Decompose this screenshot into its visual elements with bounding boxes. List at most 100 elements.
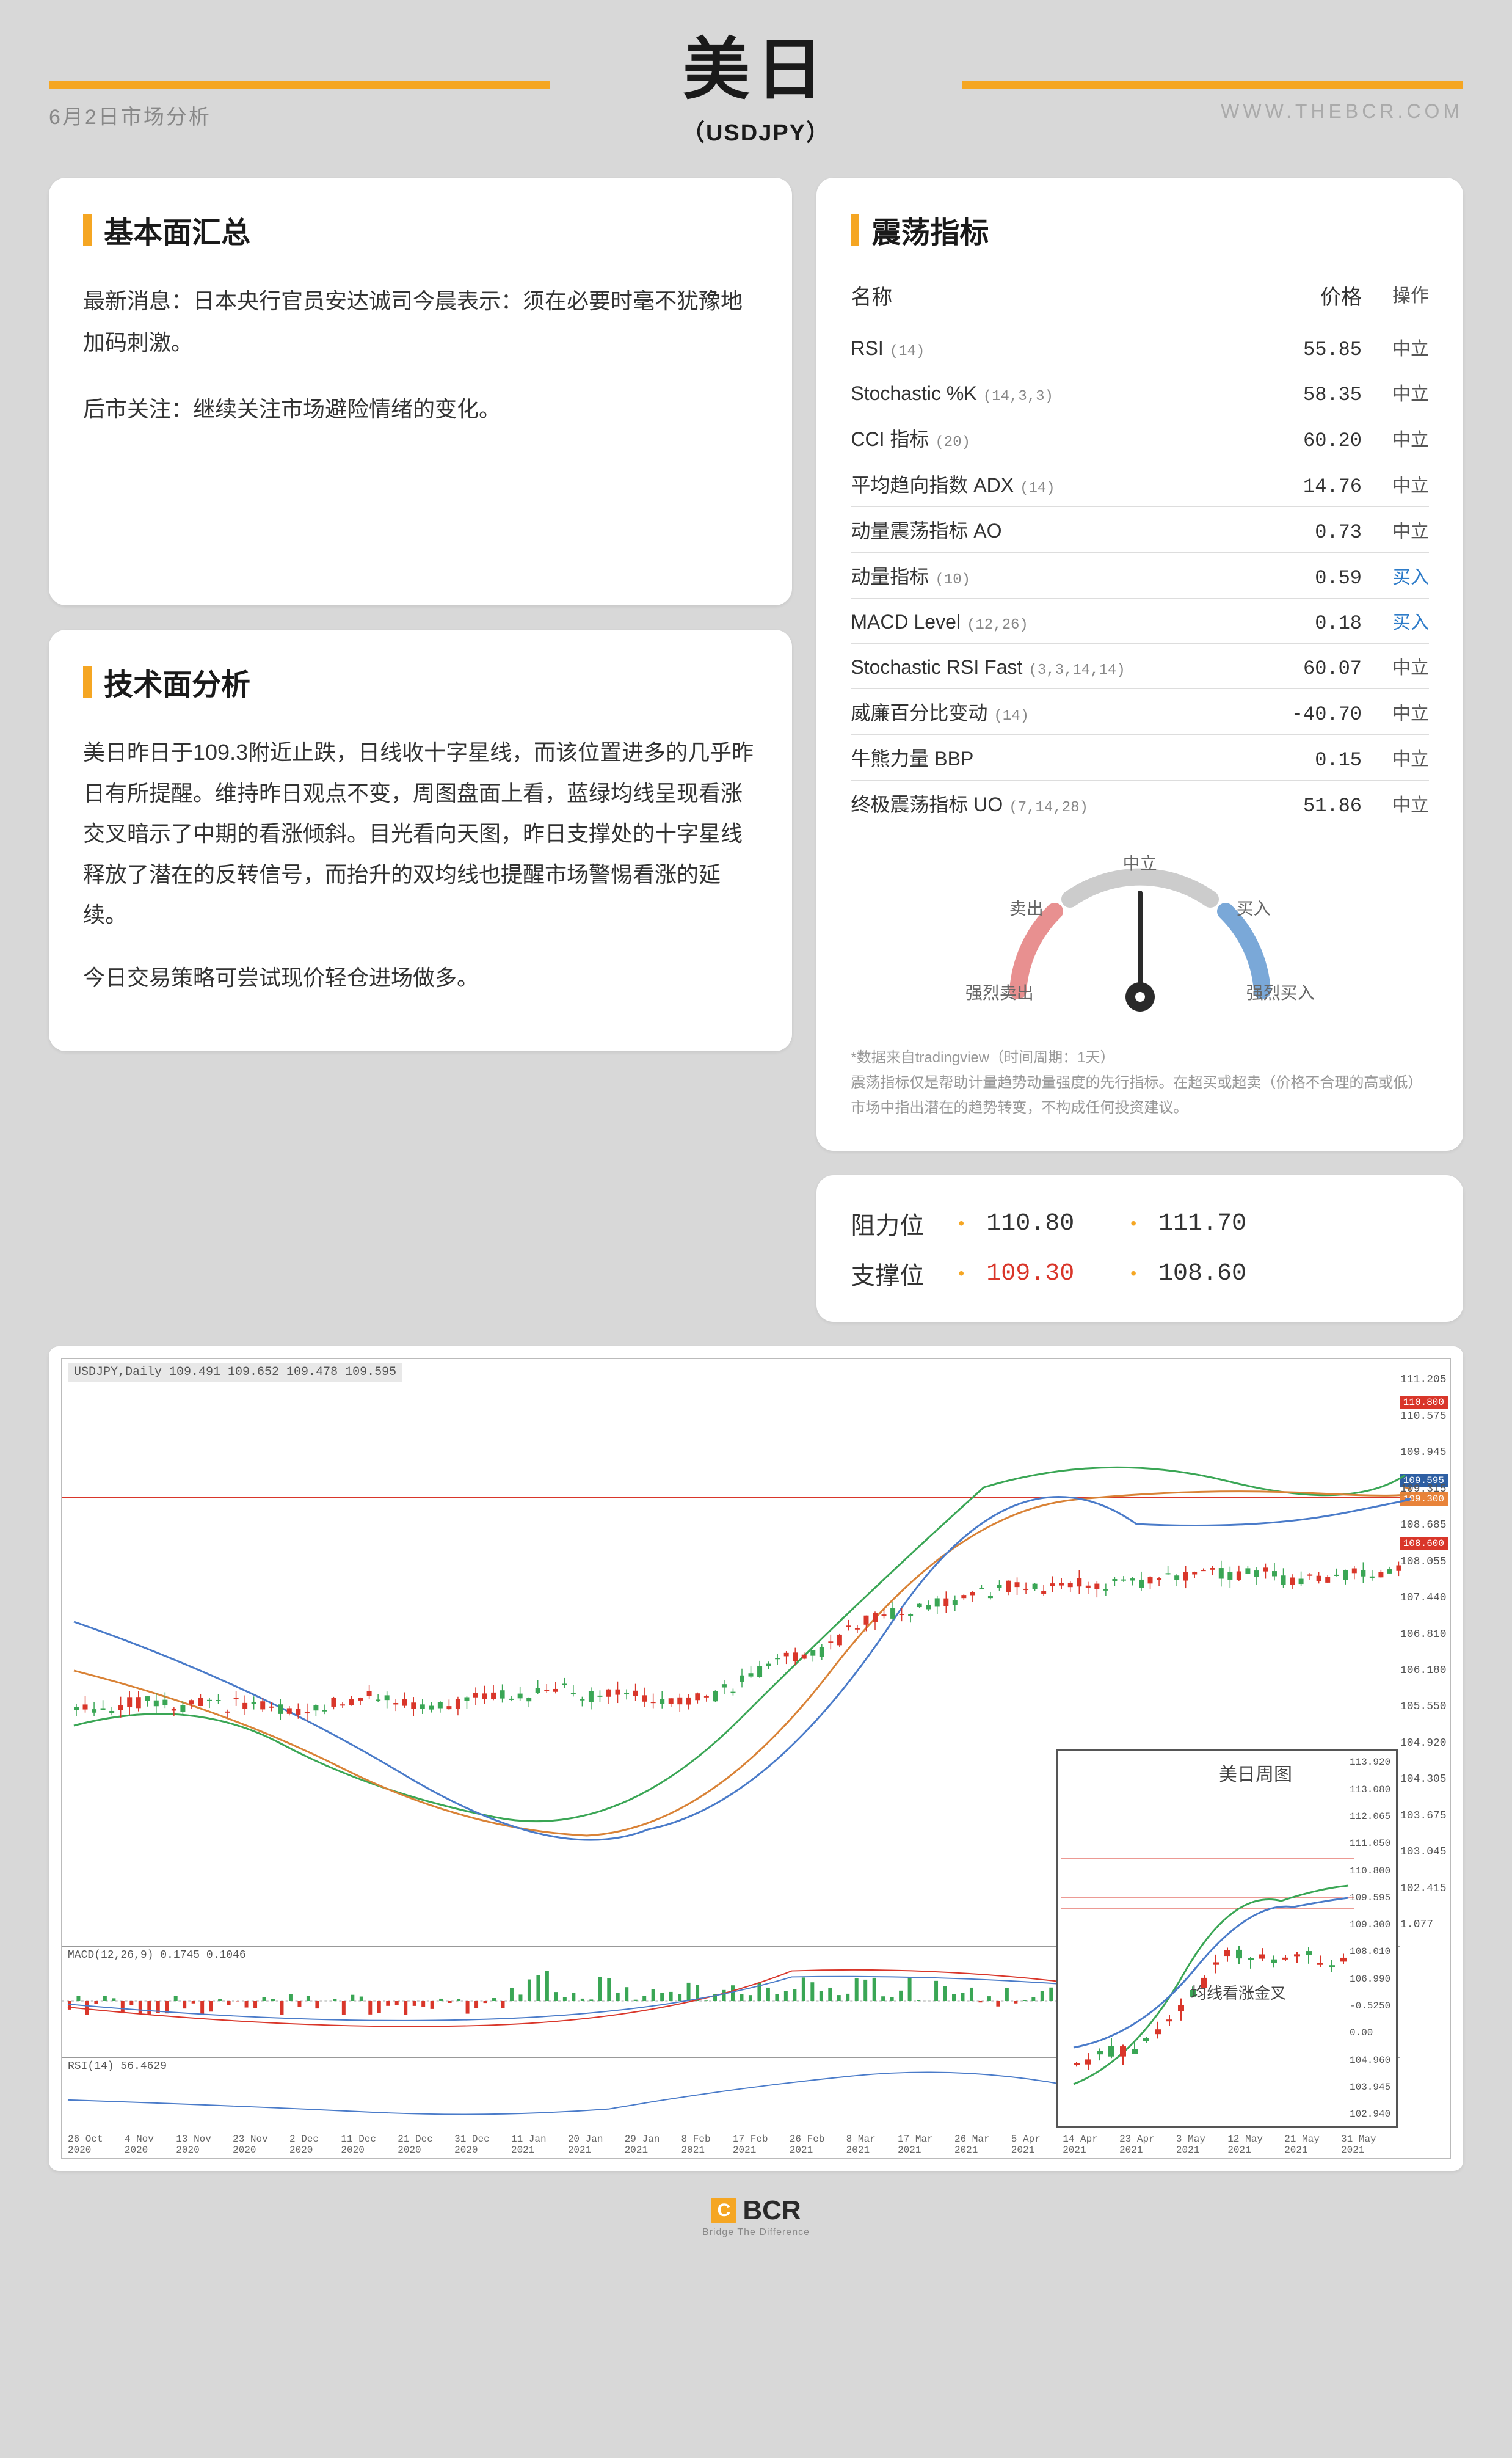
- fundamentals-para1: 最新消息：日本央行官员安达诚司今晨表示：须在必要时毫不犹豫地加码刺激。: [83, 280, 758, 364]
- title-accent-bar: [851, 214, 859, 246]
- bullet-icon: •: [958, 1264, 964, 1283]
- price-tick: 102.415: [1400, 1883, 1448, 1895]
- date-tick: 21 Dec 2020: [398, 2134, 454, 2156]
- price-tick: 107.440: [1400, 1592, 1448, 1604]
- price-tick: 1.077: [1400, 1919, 1448, 1931]
- date-tick: 26 Mar 2021: [954, 2134, 1011, 2156]
- price-tick: -0.5250: [1350, 2000, 1394, 2011]
- date-tick: 29 Jan 2021: [625, 2134, 681, 2156]
- inset-annotation: 均线看涨金叉: [1191, 1981, 1286, 2004]
- resistance-2: 111.70: [1158, 1210, 1281, 1238]
- fundamentals-para2: 后市关注：继续关注市场避险情绪的变化。: [83, 388, 758, 430]
- indicator-name: RSI(14): [851, 337, 1276, 360]
- price-tick: 113.920: [1350, 1757, 1394, 1768]
- inset-candles: [1061, 1754, 1354, 2121]
- table-row: Stochastic %K(14,3,3) 58.35 中立: [851, 370, 1429, 415]
- indicator-price: 51.86: [1276, 795, 1362, 817]
- card-title: 震荡指标: [851, 208, 1429, 251]
- price-tick: 105.550: [1400, 1701, 1448, 1713]
- indicator-action: 中立: [1362, 470, 1429, 497]
- table-header: 名称 价格 操作: [851, 280, 1429, 325]
- support-1: 109.30: [986, 1260, 1108, 1288]
- indicator-price: 14.76: [1276, 475, 1362, 498]
- table-row: 牛熊力量 BBP 0.15 中立: [851, 735, 1429, 781]
- oscillators-card: 震荡指标 名称 价格 操作 RSI(14) 55.85 中立 Stochastic…: [816, 178, 1463, 1151]
- resistance-1: 110.80: [986, 1210, 1108, 1238]
- col-name-header: 名称: [851, 280, 1276, 311]
- price-tick: 109.945: [1400, 1446, 1448, 1459]
- macd-label: MACD(12,26,9) 0.1745 0.1046: [68, 1949, 246, 1961]
- indicator-action: 中立: [1362, 652, 1429, 679]
- price-tick: 106.180: [1400, 1665, 1448, 1677]
- table-row: 平均趋向指数 ADX(14) 14.76 中立: [851, 461, 1429, 507]
- indicator-name: 动量指标(10): [851, 561, 1276, 589]
- indicator-price: 0.15: [1276, 749, 1362, 771]
- levels-card: 阻力位 • 110.80 • 111.70 支撑位 • 109.30 • 108…: [816, 1175, 1463, 1322]
- date-tick: 23 Apr 2021: [1119, 2134, 1176, 2156]
- left-column: 基本面汇总 最新消息：日本央行官员安达诚司今晨表示：须在必要时毫不犹豫地加码刺激…: [49, 178, 792, 1322]
- date-tick: 2 Dec 2020: [289, 2134, 341, 2156]
- date-tick: 17 Mar 2021: [898, 2134, 954, 2156]
- table-row: 威廉百分比变动(14) -40.70 中立: [851, 689, 1429, 735]
- price-tick: 104.960: [1350, 2055, 1394, 2066]
- card-title: 技术面分析: [83, 660, 758, 703]
- indicator-action: 中立: [1362, 334, 1429, 360]
- date-tick: 11 Jan 2021: [511, 2134, 568, 2156]
- title-accent-bar: [83, 214, 92, 246]
- bullet-icon: •: [958, 1214, 964, 1233]
- fundamentals-card: 基本面汇总 最新消息：日本央行官员安达诚司今晨表示：须在必要时毫不犹豫地加码刺激…: [49, 178, 792, 605]
- price-tick: 109.315: [1400, 1483, 1448, 1495]
- date-tick: 3 May 2021: [1176, 2134, 1227, 2156]
- price-tick: 113.080: [1350, 1784, 1394, 1795]
- date-tick: 31 May 2021: [1341, 2134, 1398, 2156]
- brand-tagline: Bridge The Difference: [49, 2227, 1463, 2238]
- logo-icon: C: [711, 2198, 736, 2223]
- indicator-action: 中立: [1362, 516, 1429, 543]
- gauge-label-strong-sell: 强烈卖出: [965, 980, 1034, 1004]
- brand-logo: C BCR: [711, 2195, 801, 2226]
- indicator-price: 0.73: [1276, 521, 1362, 544]
- price-tick: 106.990: [1350, 1974, 1394, 1985]
- indicator-name: 牛熊力量 BBP: [851, 743, 1276, 771]
- date-tick: 12 May 2021: [1227, 2134, 1284, 2156]
- indicator-name: 威廉百分比变动(14): [851, 698, 1276, 726]
- price-tick: 111.205: [1400, 1374, 1448, 1386]
- date-tick: 4 Nov 2020: [125, 2134, 176, 2156]
- indicator-action: 中立: [1362, 425, 1429, 451]
- indicator-price: 55.85: [1276, 338, 1362, 361]
- table-row: 终极震荡指标 UO(7,14,28) 51.86 中立: [851, 781, 1429, 826]
- gauge-label-buy: 买入: [1237, 895, 1271, 920]
- page-footer: C BCR Bridge The Difference: [49, 2195, 1463, 2238]
- gauge-chart: 中立 卖出 买入 强烈卖出 强烈买入: [969, 844, 1311, 1040]
- brand-name: BCR: [743, 2195, 801, 2226]
- technical-body: 美日昨日于109.3附近止跌，日线收十字星线，而该位置进多的几乎昨日有所提醒。维…: [83, 732, 758, 999]
- date-axis: 26 Oct 20204 Nov 202013 Nov 202023 Nov 2…: [68, 2134, 1398, 2156]
- price-tick: 110.800: [1350, 1865, 1394, 1876]
- fundamentals-body: 最新消息：日本央行官员安达诚司今晨表示：须在必要时毫不犹豫地加码刺激。 后市关注…: [83, 280, 758, 430]
- bullet-icon: •: [1130, 1264, 1136, 1283]
- accent-bar-right: [962, 81, 1463, 89]
- support-row: 支撑位 • 109.30 • 108.60: [851, 1249, 1429, 1299]
- date-label: 6月2日市场分析: [49, 100, 211, 130]
- weekly-inset-chart: 美日周图 均: [1056, 1749, 1398, 2128]
- technical-heading: 技术面分析: [104, 660, 250, 703]
- table-row: MACD Level(12,26) 0.18 买入: [851, 599, 1429, 644]
- price-tick: 108.055: [1400, 1556, 1448, 1568]
- indicator-name: CCI 指标(20): [851, 424, 1276, 452]
- price-tick: 111.050: [1350, 1838, 1394, 1849]
- indicator-price: -40.70: [1276, 703, 1362, 726]
- disclaimer: *数据来自tradingview（时间周期：1天） 震荡指标仅是帮助计量趋势动量…: [851, 1046, 1429, 1120]
- gauge-label-neutral: 中立: [1123, 850, 1157, 875]
- price-tick: 103.945: [1350, 2082, 1394, 2093]
- indicator-price: 60.07: [1276, 657, 1362, 680]
- accent-bar-left: [49, 81, 550, 89]
- gauge-label-strong-buy: 强烈买入: [1246, 980, 1315, 1004]
- support-2: 108.60: [1158, 1260, 1281, 1288]
- date-tick: 13 Nov 2020: [176, 2134, 233, 2156]
- indicator-name: Stochastic %K(14,3,3): [851, 382, 1276, 405]
- indicator-name: 动量震荡指标 AO: [851, 516, 1276, 544]
- price-tick: 104.920: [1400, 1737, 1448, 1749]
- indicator-price: 58.35: [1276, 384, 1362, 406]
- date-tick: 20 Jan 2021: [568, 2134, 625, 2156]
- support-label: 支撑位: [851, 1256, 936, 1291]
